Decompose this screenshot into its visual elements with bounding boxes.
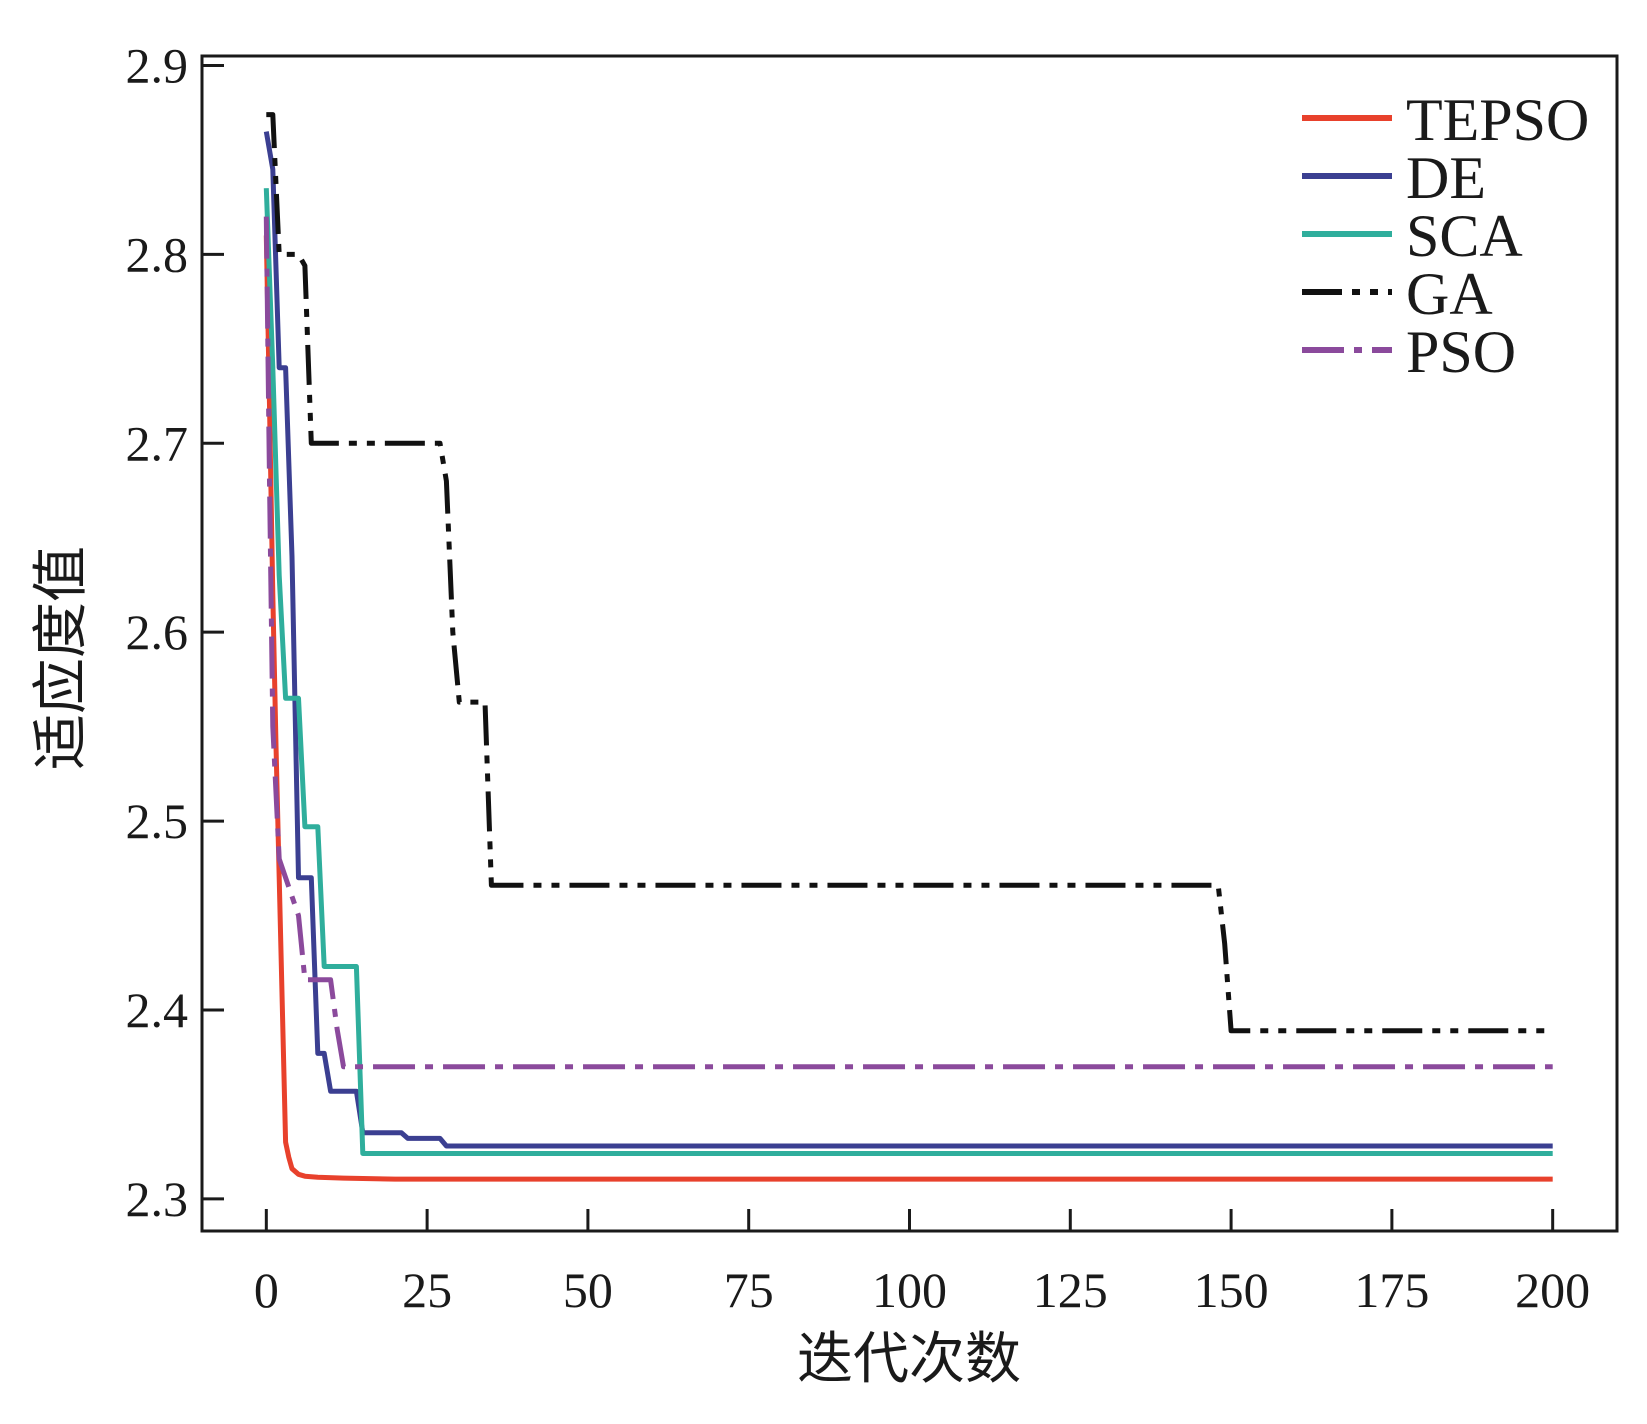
legend-label-de: DE (1406, 145, 1486, 211)
y-tick-label: 2.9 (126, 37, 189, 93)
y-tick-label: 2.7 (126, 415, 189, 471)
y-tick-label: 2.5 (126, 793, 189, 849)
series-layer (263, 112, 1553, 1182)
legend-label-pso: PSO (1406, 319, 1516, 385)
x-tick-label: 150 (1194, 1262, 1269, 1318)
series-line-tepso (263, 235, 1553, 1182)
y-tick-label: 2.8 (126, 226, 189, 282)
y-axis-title: 适应度值 (29, 546, 94, 770)
y-tick-label: 2.6 (126, 604, 189, 660)
series-line-ga (266, 112, 1553, 1034)
series-line-pso (263, 216, 1553, 1070)
x-tick-label: 175 (1354, 1262, 1429, 1318)
x-tick-label: 25 (402, 1262, 452, 1318)
x-tick-label: 50 (563, 1262, 613, 1318)
x-axis-title: 迭代次数 (797, 1327, 1021, 1392)
series-line-de (263, 131, 1553, 1149)
x-axis-ticks: 0 25 50 75 100 125 150 175 200 (254, 1209, 1590, 1318)
x-tick-label: 75 (724, 1262, 774, 1318)
x-tick-label: 0 (254, 1262, 279, 1318)
y-tick-label: 2.3 (126, 1171, 189, 1227)
x-tick-label: 100 (872, 1262, 947, 1318)
x-tick-label: 125 (1033, 1262, 1108, 1318)
y-axis-ticks: 2.3 2.4 2.5 2.6 2.7 2.8 2.9 (126, 37, 224, 1227)
series-line-sca (263, 188, 1553, 1156)
x-tick-label: 200 (1515, 1262, 1590, 1318)
legend-label-sca: SCA (1406, 203, 1523, 269)
plot-frame (200, 54, 1619, 1233)
legend-label-ga: GA (1406, 261, 1493, 327)
y-tick-label: 2.4 (126, 982, 189, 1038)
legend-label-tepso: TEPSO (1406, 87, 1589, 153)
